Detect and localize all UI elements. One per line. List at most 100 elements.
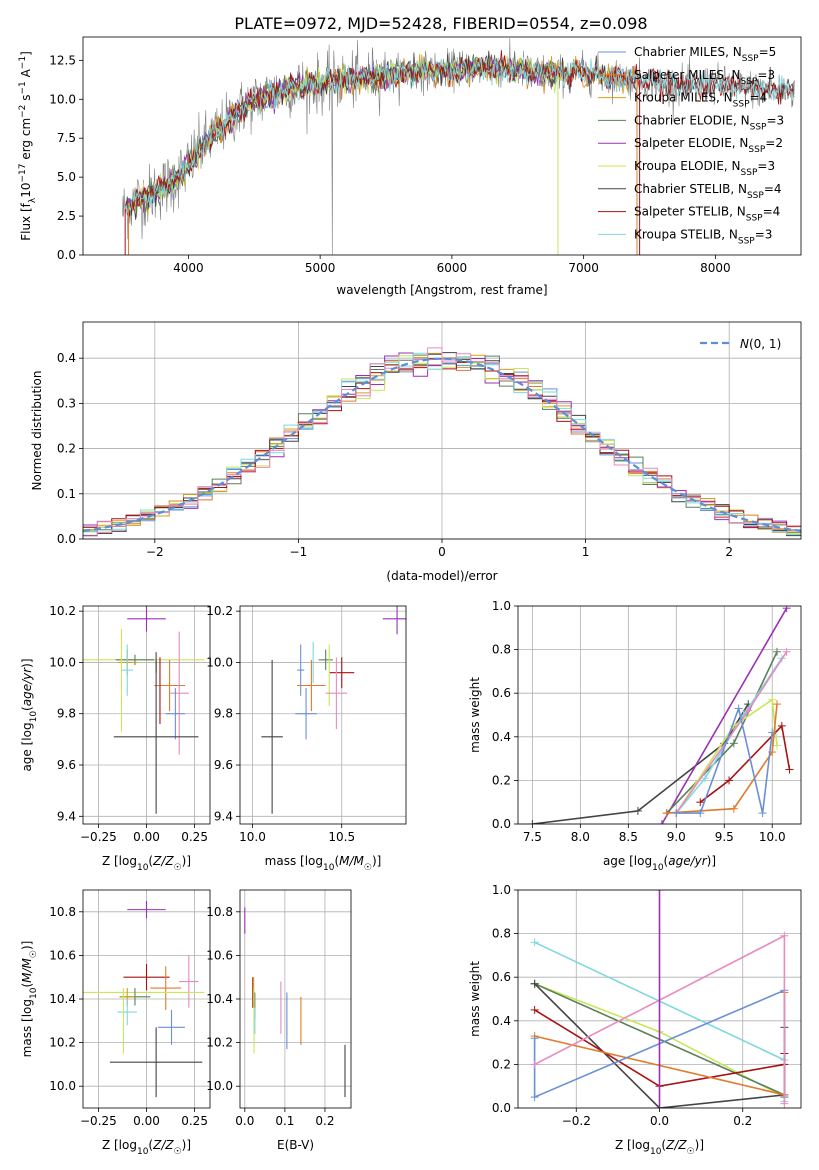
panel-mw_vs_Z: −0.2 0.0 0.2 0.0 0.2 0.4 0.6 0.8 1.0 Z [log10(Z/Z…	[468, 883, 802, 1157]
plot-area-age_vs_mass	[261, 606, 406, 814]
y-tick-label: 0.6	[492, 970, 511, 984]
y-tick-label: 0.8	[492, 927, 511, 941]
x-tick-label: −2	[146, 545, 164, 559]
y-axis-label: mass weight	[468, 677, 482, 753]
plot-area-mw_vs_Z	[530, 890, 789, 1108]
mass-weight-line	[666, 651, 778, 814]
x-tick-label: −1	[290, 545, 308, 559]
plot-area-age_vs_Z	[83, 606, 205, 814]
panel-spectrum: 4000 5000 6000 7000 8000 0.0 2.5 5.0 7.5 10.0 12.5…	[18, 36, 802, 297]
y-tick-label: 5.0	[57, 170, 76, 184]
x-tick-label: 0.00	[133, 830, 160, 844]
y-tick-label: 1.0	[492, 599, 511, 613]
plot-area-residuals	[83, 347, 801, 537]
x-tick-label: −0.2	[562, 1114, 591, 1128]
legend-label: Chabrier STELIB, NSSP=4	[634, 182, 782, 201]
x-axis-label: wavelength [Angstrom, rest frame]	[336, 283, 547, 297]
axes-frame	[239, 605, 407, 825]
y-tick-label: 7.5	[57, 131, 76, 145]
mass-weight-line	[675, 698, 778, 814]
legend-label: Kroupa ELODIE, NSSP=3	[634, 159, 775, 178]
x-tick-label: 7.5	[523, 830, 542, 844]
y-tick-label: 10.6	[49, 948, 76, 962]
x-tick-label: 1	[582, 545, 590, 559]
axes-frame	[239, 889, 352, 1109]
y-axis-label: mass [log10(M/M☉)]	[20, 941, 39, 1058]
y-tick-label: 0.0	[57, 532, 76, 546]
x-tick-label: 0.0	[235, 1114, 254, 1128]
legend-label: Kroupa MILES, NSSP=4	[634, 91, 767, 110]
y-tick-label: 1.0	[492, 883, 511, 897]
x-tick-label: 0.0	[650, 1114, 669, 1128]
y-tick-label: 0.2	[492, 773, 511, 787]
mass-weight-line	[699, 724, 791, 803]
x-tick-label: 9.0	[667, 830, 686, 844]
y-tick-label: 0.0	[492, 1101, 511, 1115]
plot-area-spectrum	[122, 38, 795, 255]
normal-curve	[83, 357, 801, 533]
y-tick-label: 2.5	[57, 209, 76, 223]
y-tick-label: 10.0	[206, 655, 233, 669]
panel-mass_vs_ebv: 0.0 0.1 0.2 10.0 10.2 10.4 10.6 10.8 E(B-V)	[206, 889, 352, 1152]
x-tick-label: 0.00	[133, 1114, 160, 1128]
x-tick-label: 6000	[437, 261, 468, 275]
x-tick-label: 0.2	[315, 1114, 334, 1128]
legend-label: Salpeter STELIB, NSSP=4	[634, 205, 780, 224]
x-tick-label: 7000	[568, 261, 599, 275]
y-tick-label: 0.2	[492, 1057, 511, 1071]
x-tick-label: 0	[438, 545, 446, 559]
x-axis-label: Z [log10(Z/Z☉)]	[615, 1138, 704, 1157]
plot-area-mw_vs_age	[528, 606, 794, 824]
x-axis-label: Z [log10(Z/Z☉)]	[102, 1138, 191, 1157]
axes-frame	[82, 889, 211, 1109]
x-tick-label: 10.0	[759, 830, 786, 844]
x-tick-label: −0.25	[80, 1114, 117, 1128]
y-tick-label: 9.6	[57, 758, 76, 772]
x-tick-label: 0.2	[733, 1114, 752, 1128]
y-tick-label: 10.2	[49, 604, 76, 618]
panel-mw_vs_age: 7.5 8.0 8.5 9.0 9.5 10.0 0.0 0.2 0.4 0.6 0.8 1.0 age…	[468, 599, 802, 873]
y-tick-label: 10.8	[206, 905, 233, 919]
mass-weight-line	[661, 607, 788, 824]
y-tick-label: 9.4	[57, 809, 76, 823]
legend-label: Salpeter ELODIE, NSSP=2	[634, 136, 783, 155]
y-tick-label: 10.4	[206, 992, 233, 1006]
y-axis-label: mass weight	[468, 961, 482, 1037]
plot-area-mass_vs_ebv	[244, 907, 346, 1098]
axes-frame	[82, 36, 802, 256]
panel-age_vs_Z: −0.25 0.00 0.25 9.4 9.6 9.8 10.0 10.2 Z [log10(Z…	[20, 604, 211, 873]
y-tick-label: 0.4	[492, 1014, 511, 1028]
x-tick-label: 9.5	[715, 830, 734, 844]
y-tick-label: 12.5	[49, 53, 76, 67]
axes-frame	[517, 889, 802, 1109]
y-tick-label: 10.0	[49, 92, 76, 106]
y-tick-label: 10.8	[49, 905, 76, 919]
y-tick-label: 0.0	[492, 817, 511, 831]
y-axis-label: Flux [fλ10−17 erg cm−2 s−1 A−1]	[18, 51, 38, 241]
panel-age_vs_mass: 10.0 10.5 9.4 9.6 9.8 10.0 10.2 mass [log10(M/M…	[206, 604, 407, 873]
residual-histogram	[83, 352, 801, 535]
y-tick-label: 0.1	[57, 487, 76, 501]
y-tick-label: 10.0	[49, 655, 76, 669]
x-tick-label: 5000	[305, 261, 336, 275]
y-tick-label: 9.8	[214, 707, 233, 721]
y-tick-label: 9.4	[214, 809, 233, 823]
axes-frame	[517, 605, 802, 825]
x-tick-label: 10.5	[328, 830, 355, 844]
x-tick-label: 0.25	[181, 830, 208, 844]
legend-label: Salpeter MILES, NSSP=3	[634, 68, 775, 87]
y-tick-label: 9.8	[57, 707, 76, 721]
x-axis-label: age [log10(age/yr)]	[603, 854, 716, 873]
y-tick-label: 0.3	[57, 396, 76, 410]
y-tick-label: 0.8	[492, 643, 511, 657]
mass-weight-line	[532, 703, 749, 824]
x-axis-label: mass [log10(M/M☉)]	[265, 854, 382, 873]
y-tick-label: 10.6	[206, 948, 233, 962]
axes-frame	[82, 605, 211, 825]
x-tick-label: 4000	[173, 261, 204, 275]
y-tick-label: 10.2	[206, 1036, 233, 1050]
legend-label: Chabrier MILES, NSSP=5	[634, 45, 776, 64]
y-tick-label: 0.2	[57, 442, 76, 456]
y-axis-label: Normed distribution	[30, 371, 44, 491]
